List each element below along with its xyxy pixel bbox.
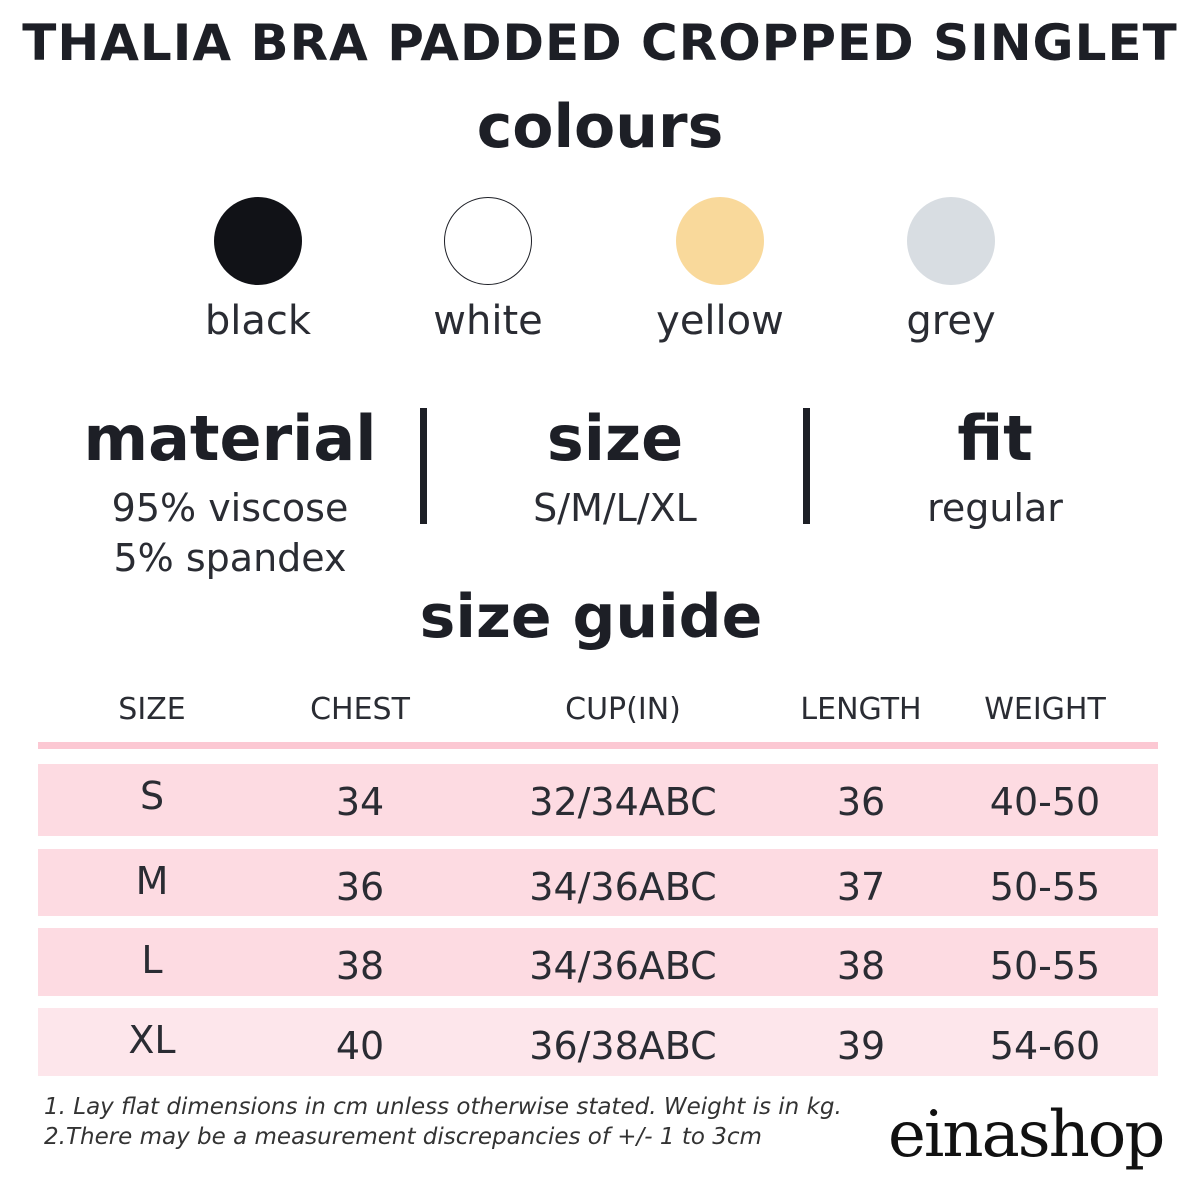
- table-cell: 40: [335, 1024, 385, 1068]
- colour-name: yellow: [656, 298, 784, 344]
- spec-label: fit: [957, 402, 1033, 475]
- column-header: CUP(IN): [565, 692, 681, 727]
- table-cell: M: [135, 859, 169, 903]
- table-cell: 37: [836, 865, 886, 909]
- table-cell: 50-55: [989, 865, 1101, 909]
- column-header: LENGTH: [800, 692, 922, 727]
- table-row: L 38 34/36ABC 38 50-55: [38, 928, 1158, 996]
- table-cell: 34/36ABC: [529, 865, 717, 909]
- note: 2.There may be a measurement discrepanci…: [44, 1124, 762, 1150]
- note: 1. Lay flat dimensions in cm unless othe…: [44, 1094, 842, 1120]
- colours-heading: colours: [476, 92, 724, 162]
- table-cell: 50-55: [989, 944, 1101, 988]
- colour-swatch: [676, 197, 764, 285]
- colour-swatch: [214, 197, 302, 285]
- table-cell: 36: [836, 780, 886, 824]
- spec-label: size: [546, 402, 684, 475]
- table-row: M 36 34/36ABC 37 50-55: [38, 849, 1158, 916]
- colour-swatch: [444, 197, 532, 285]
- column-header: SIZE: [118, 692, 186, 727]
- table-cell: 34/36ABC: [529, 944, 717, 988]
- spec-value: S/M/L/XL: [533, 486, 697, 530]
- size-guide-heading: size guide: [419, 582, 763, 652]
- colour-swatch: [907, 197, 995, 285]
- table-cell: XL: [128, 1018, 176, 1062]
- table-header: SIZE CHEST CUP(IN) LENGTH WEIGHT: [38, 692, 1158, 736]
- column-header: WEIGHT: [984, 692, 1106, 727]
- divider: [420, 408, 427, 524]
- table-row: S 34 32/34ABC 36 40-50: [38, 764, 1158, 836]
- spec-label: material: [83, 402, 377, 475]
- spec-value: 5% spandex: [113, 536, 347, 580]
- spec-value: regular: [927, 486, 1063, 530]
- table-cell: 36: [335, 865, 385, 909]
- table-cell: 38: [335, 944, 385, 988]
- table-cell: 38: [836, 944, 886, 988]
- table-cell: L: [141, 938, 163, 982]
- spec-value: 95% viscose: [111, 486, 349, 530]
- table-cell: 40-50: [989, 780, 1101, 824]
- table-cell: 36/38ABC: [529, 1024, 717, 1068]
- column-header: CHEST: [310, 692, 410, 727]
- table-row: XL 40 36/38ABC 39 54-60: [38, 1008, 1158, 1076]
- title: THALIA BRA PADDED CROPPED SINGLET: [22, 14, 1178, 72]
- table-cell: 54-60: [989, 1024, 1101, 1068]
- table-cell: 39: [836, 1024, 886, 1068]
- table-cell: S: [139, 774, 165, 818]
- table-cell: 32/34ABC: [529, 780, 717, 824]
- header-rule: [38, 742, 1158, 749]
- logo: einashop: [888, 1098, 1165, 1172]
- divider: [803, 408, 810, 524]
- colour-name: grey: [906, 298, 996, 344]
- colour-name: white: [433, 298, 543, 344]
- colour-name: black: [204, 298, 312, 344]
- table-cell: 34: [335, 780, 385, 824]
